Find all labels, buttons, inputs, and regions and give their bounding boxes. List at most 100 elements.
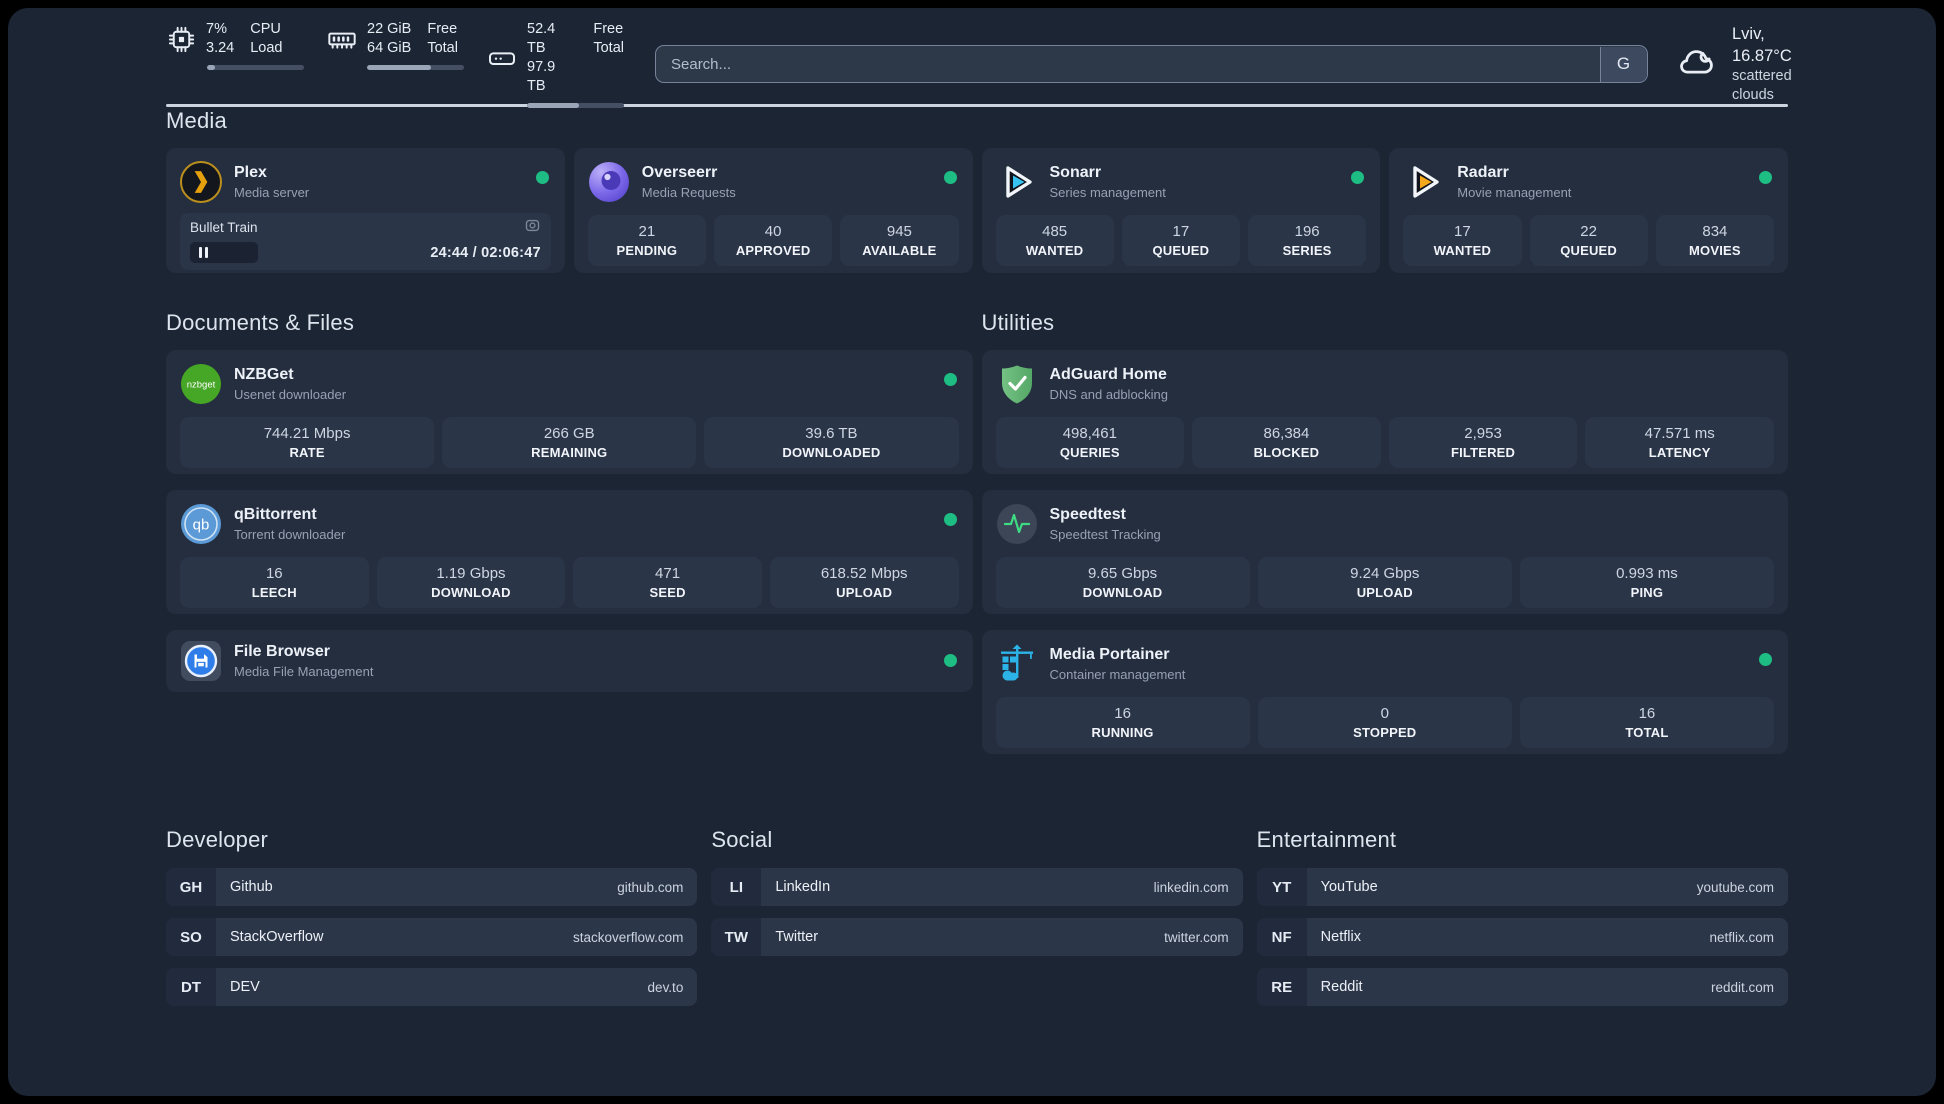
- stat-upload: 618.52 Mbps UPLOAD: [769, 557, 959, 608]
- social-links-column: Social LI LinkedIn linkedin.com TW Twitt…: [711, 826, 1243, 1006]
- bookmark-twitter[interactable]: TW Twitter twitter.com: [711, 918, 1243, 956]
- stat-latency: 47.571 ms LATENCY: [1585, 417, 1774, 468]
- app-subtitle: Container management: [1049, 667, 1186, 682]
- stat-wanted: 17 WANTED: [1403, 215, 1522, 266]
- stat-movies: 834 MOVIES: [1655, 215, 1774, 266]
- ram-progress-bar: [367, 65, 464, 70]
- pause-progress-pill[interactable]: [190, 242, 259, 263]
- app-card-qbittorrent[interactable]: qb qBittorrent Torrent downloader 16 LEEC…: [166, 490, 973, 614]
- now-playing-title: Bullet Train: [190, 220, 258, 235]
- cpu-stat: 7% 3.24 CPU Load: [166, 20, 304, 108]
- section-title-documents: Documents & Files: [166, 310, 355, 335]
- app-subtitle: Media Requests: [641, 185, 736, 200]
- disk-icon: [486, 42, 518, 74]
- search-engine-button[interactable]: G: [1599, 46, 1647, 82]
- app-card-radarr[interactable]: Radarr Movie management 17 WANTED 22 QUEUE…: [1389, 148, 1788, 273]
- bookmark-name: YouTube: [1320, 879, 1378, 895]
- app-card-portainer[interactable]: Media Portainer Container management 16 R…: [981, 630, 1788, 754]
- cpu-icon: [166, 24, 197, 55]
- ram-free-value: 22 GiB: [367, 21, 412, 37]
- status-online-dot: [943, 513, 957, 526]
- bookmark-github[interactable]: GH Github github.com: [166, 868, 698, 906]
- app-card-filebrowser[interactable]: File Browser Media File Management: [166, 630, 973, 692]
- bookmark-name: DEV: [230, 979, 260, 995]
- ram-total-label: Total: [427, 40, 458, 56]
- media-card-row: Plex Media server Bullet Train: [166, 148, 1788, 273]
- app-card-speedtest[interactable]: Speedtest Speedtest Tracking 9.65 Gbps DO…: [981, 490, 1788, 614]
- disk-progress-bar: [527, 103, 624, 108]
- qbittorrent-icon: qb: [180, 503, 222, 545]
- app-subtitle: Media server: [234, 185, 310, 200]
- app-card-nzbget[interactable]: nzbget NZBGet Usenet downloader 744.21 M…: [166, 350, 973, 474]
- app-card-sonarr[interactable]: Sonarr Series management 485 WANTED 17 QUE…: [981, 148, 1381, 273]
- status-online-dot: [943, 373, 957, 386]
- weather-location-temp: Lviv, 16.87°C: [1732, 25, 1792, 65]
- search-input[interactable]: [655, 45, 1648, 83]
- svg-text:qb: qb: [193, 517, 210, 534]
- bookmark-abbr: DT: [166, 968, 216, 1006]
- bookmark-url: github.com: [617, 879, 684, 895]
- stat-upload: 9.24 Gbps UPLOAD: [1257, 557, 1512, 608]
- developer-links-column: Developer GH Github github.com SO StackO…: [166, 826, 698, 1006]
- bookmark-name: Reddit: [1320, 979, 1363, 995]
- bookmark-name: Netflix: [1320, 929, 1361, 945]
- weather-widget[interactable]: Lviv, 16.87°C scattered clouds: [1675, 23, 1792, 105]
- sonarr-icon: [996, 161, 1038, 203]
- ram-free-label: Free: [427, 21, 458, 37]
- app-name: Plex: [234, 164, 267, 181]
- section-title-media: Media: [166, 108, 227, 133]
- bookmark-dev[interactable]: DT DEV dev.to: [166, 968, 698, 1006]
- stat-seed: 471 SEED: [573, 557, 762, 608]
- stat-download: 9.65 Gbps DOWNLOAD: [995, 557, 1250, 608]
- bookmark-stackoverflow[interactable]: SO StackOverflow stackoverflow.com: [166, 918, 698, 956]
- section-title-utilities: Utilities: [981, 310, 1055, 335]
- stat-wanted: 485 WANTED: [995, 215, 1114, 266]
- bookmark-abbr: YT: [1256, 868, 1307, 906]
- status-online-dot: [535, 171, 549, 184]
- app-subtitle: Series management: [1049, 185, 1166, 200]
- playback-time: 24:44 / 02:06:47: [430, 244, 541, 261]
- app-subtitle: DNS and adblocking: [1049, 387, 1169, 402]
- bookmark-reddit[interactable]: RE Reddit reddit.com: [1256, 968, 1788, 1006]
- entertainment-links-column: Entertainment YT YouTube youtube.com NF …: [1256, 826, 1788, 1006]
- speedtest-icon: [996, 503, 1038, 545]
- media-settings-icon[interactable]: [524, 217, 541, 239]
- bookmark-url: linkedin.com: [1153, 879, 1229, 895]
- bookmark-abbr: NF: [1256, 918, 1307, 956]
- stat-leech: 16 LEECH: [180, 557, 369, 608]
- header-divider: [166, 104, 1788, 107]
- bookmark-name: LinkedIn: [775, 879, 831, 895]
- disk-free-label: Free: [593, 21, 624, 37]
- app-card-plex[interactable]: Plex Media server Bullet Train: [166, 148, 565, 273]
- radarr-icon: [1403, 161, 1445, 203]
- search-box: G: [655, 45, 1648, 83]
- bookmark-netflix[interactable]: NF Netflix netflix.com: [1256, 918, 1788, 956]
- status-online-dot: [943, 171, 957, 184]
- app-card-overseerr[interactable]: Overseerr Media Requests 21 PENDING 40 APP…: [573, 148, 973, 273]
- bookmark-abbr: TW: [711, 918, 762, 956]
- status-online-dot: [1351, 171, 1365, 184]
- bookmark-abbr: GH: [166, 868, 216, 906]
- app-name: Radarr: [1457, 164, 1509, 181]
- bookmark-linkedin[interactable]: LI LinkedIn linkedin.com: [711, 868, 1243, 906]
- plex-icon: [180, 161, 222, 203]
- system-stats: 7% 3.24 CPU Load 22 G: [166, 20, 624, 108]
- overseerr-icon: [588, 161, 630, 203]
- status-online-dot: [1759, 653, 1772, 666]
- portainer-icon: [996, 643, 1038, 685]
- app-name: Overseerr: [641, 164, 718, 181]
- bookmark-youtube[interactable]: YT YouTube youtube.com: [1256, 868, 1788, 906]
- stat-queued: 17 QUEUED: [1121, 215, 1240, 266]
- top-bar: 7% 3.24 CPU Load 22 G: [166, 21, 1792, 108]
- stat-series: 196 SERIES: [1248, 215, 1367, 266]
- stat-available: 945 AVAILABLE: [840, 215, 959, 266]
- stat-download: 1.19 Gbps DOWNLOAD: [376, 557, 566, 608]
- bookmark-url: twitter.com: [1164, 929, 1229, 945]
- app-card-adguard[interactable]: AdGuard Home DNS and adblocking 498,461 Q…: [981, 350, 1788, 474]
- dashboard-panel: 7% 3.24 CPU Load 22 G: [8, 8, 1936, 1096]
- app-name: AdGuard Home: [1049, 366, 1167, 383]
- stat-filtered: 2,953 FILTERED: [1388, 417, 1578, 468]
- pause-icon: [199, 247, 202, 258]
- bookmark-abbr: RE: [1256, 968, 1307, 1006]
- stat-rate: 744.21 Mbps RATE: [180, 417, 435, 468]
